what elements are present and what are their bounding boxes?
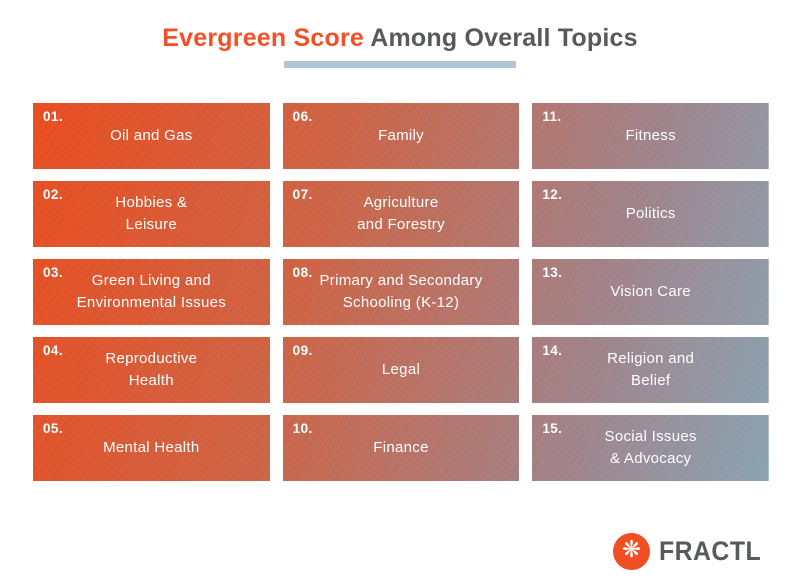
topic-rank: 10. xyxy=(292,421,313,436)
topic-card-12: 12. Politics xyxy=(532,181,769,247)
topic-label: Legal xyxy=(381,360,421,378)
topic-rank: 07. xyxy=(292,187,313,202)
topic-card-11: 11. Fitness xyxy=(532,103,769,169)
topic-label: Finance xyxy=(373,438,429,456)
topic-label: Green Living and Environmental Issues xyxy=(76,271,227,312)
topic-card-15: 15. Social Issues & Advocacy xyxy=(532,415,769,481)
snowflake-glyph: ❋ xyxy=(621,537,642,563)
topic-label: Family xyxy=(378,126,424,144)
topic-label: Politics xyxy=(625,204,676,222)
topic-rank: 08. xyxy=(292,265,313,280)
topic-rank: 15. xyxy=(542,421,563,436)
topic-rank: 04. xyxy=(43,343,63,358)
topic-rank: 12. xyxy=(542,187,563,202)
topic-rank: 03. xyxy=(43,265,63,280)
topic-card-04: 04. Reproductive Health xyxy=(33,337,270,403)
brand-name: FRACTL xyxy=(659,536,762,566)
topic-rank: 06. xyxy=(292,109,313,124)
topic-card-09: 09. Legal xyxy=(282,337,520,403)
topic-label: Hobbies & Leisure xyxy=(115,193,188,234)
page-title-highlight: Evergreen Score xyxy=(162,24,364,52)
topic-label: Primary and Secondary Schooling (K-12) xyxy=(319,271,483,312)
header: Evergreen Score Among Overall Topics xyxy=(0,0,800,68)
topic-rank: 11. xyxy=(542,109,562,124)
topic-card-10: 10. Finance xyxy=(282,415,520,481)
topic-label: Social Issues & Advocacy xyxy=(604,427,697,468)
topic-card-07: 07. Agriculture and Forestry xyxy=(282,181,520,247)
page-title: Evergreen Score Among Overall Topics xyxy=(0,24,800,53)
fractl-logo: ❋ FRACTL xyxy=(613,533,770,570)
topic-label: Mental Health xyxy=(103,438,200,456)
topic-rank: 05. xyxy=(43,421,63,436)
topic-rank: 13. xyxy=(542,265,563,280)
topic-label: Reproductive Health xyxy=(105,349,198,390)
topic-card-14: 14. Religion and Belief xyxy=(532,337,769,403)
topic-label: Agriculture and Forestry xyxy=(357,193,445,234)
topic-rank: 01. xyxy=(43,109,63,124)
title-underline xyxy=(284,61,516,68)
topic-label: Fitness xyxy=(625,126,676,144)
topic-rank: 14. xyxy=(542,343,563,358)
topic-card-13: 13. Vision Care xyxy=(532,259,769,325)
topic-card-06: 06. Family xyxy=(282,103,520,169)
topic-grid: 01. Oil and Gas 02. Hobbies & Leisure 03… xyxy=(33,103,769,481)
topic-label: Religion and Belief xyxy=(607,349,695,390)
fractal-snowflake-icon: ❋ xyxy=(613,533,651,570)
page-title-rest: Among Overall Topics xyxy=(370,24,638,52)
topic-card-05: 05. Mental Health xyxy=(33,415,270,481)
topic-label: Vision Care xyxy=(610,282,691,300)
topic-card-03: 03. Green Living and Environmental Issue… xyxy=(33,259,270,325)
topic-card-08: 08. Primary and Secondary Schooling (K-1… xyxy=(282,259,520,325)
topic-rank: 02. xyxy=(43,187,63,202)
topic-card-01: 01. Oil and Gas xyxy=(33,103,270,169)
topic-rank: 09. xyxy=(292,343,313,358)
topic-label: Oil and Gas xyxy=(110,126,193,144)
topic-card-02: 02. Hobbies & Leisure xyxy=(33,181,270,247)
